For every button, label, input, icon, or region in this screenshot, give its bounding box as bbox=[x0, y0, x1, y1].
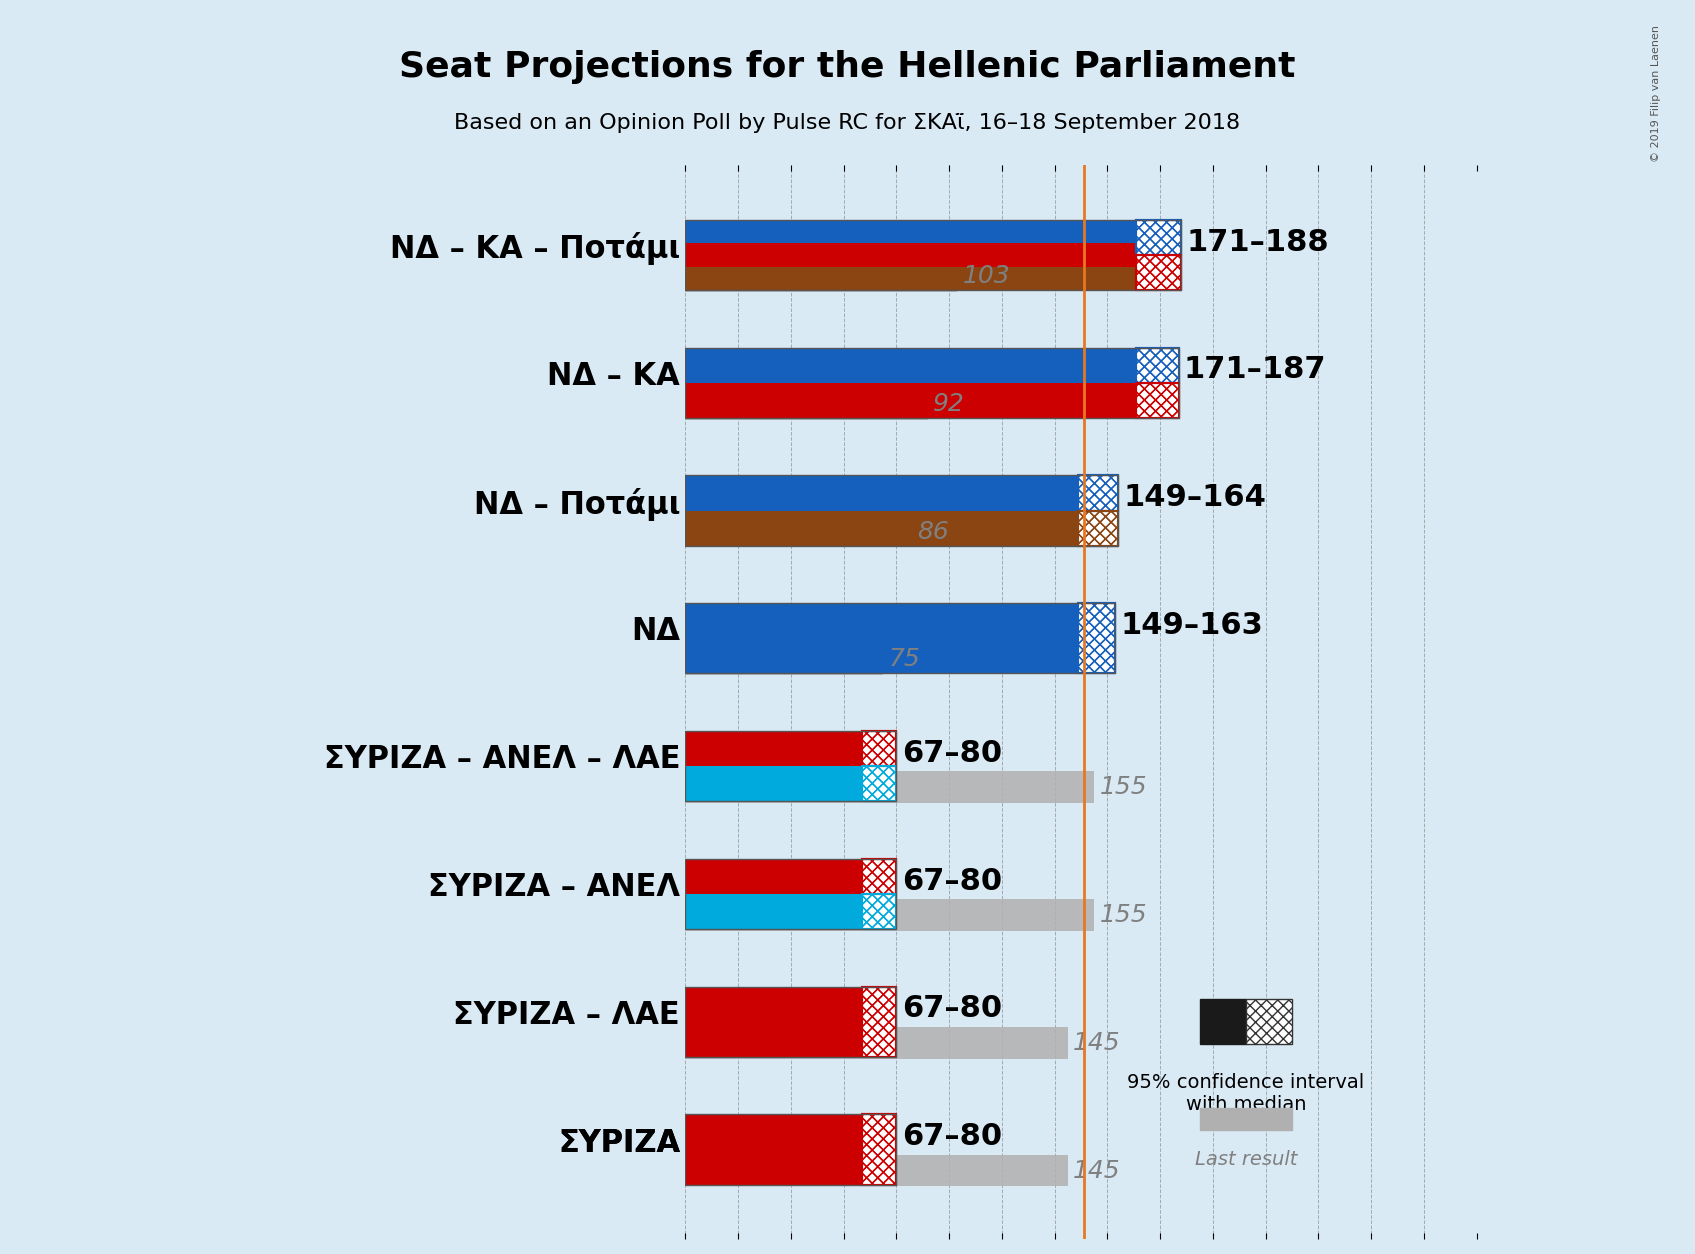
Bar bbox=[685, 382, 1136, 418]
Bar bbox=[685, 859, 897, 929]
Bar bbox=[685, 515, 912, 548]
Text: 92: 92 bbox=[934, 391, 964, 416]
Bar bbox=[863, 859, 897, 894]
Bar bbox=[1136, 255, 1181, 290]
Text: © 2019 Filip van Laenen: © 2019 Filip van Laenen bbox=[1651, 25, 1661, 162]
Text: 145: 145 bbox=[1073, 1031, 1120, 1055]
Bar bbox=[1200, 1109, 1292, 1130]
Text: ΣΥΡΙΖΑ – ΑΝΕΛ – ΛΑΕ: ΣΥΡΙΖΑ – ΑΝΕΛ – ΛΑΕ bbox=[324, 745, 680, 774]
Text: Last result: Last result bbox=[1195, 1150, 1297, 1169]
Text: 67–80: 67–80 bbox=[902, 994, 1002, 1023]
Bar bbox=[685, 894, 863, 929]
Bar bbox=[863, 859, 897, 894]
Text: ΝΔ: ΝΔ bbox=[631, 617, 680, 647]
Text: 95% confidence interval
with median: 95% confidence interval with median bbox=[1127, 1073, 1364, 1114]
Text: 75: 75 bbox=[888, 647, 920, 671]
Text: 86: 86 bbox=[917, 519, 949, 544]
Bar bbox=[685, 219, 1181, 290]
Text: ΝΔ – ΚΑ – Ποτάμι: ΝΔ – ΚΑ – Ποτάμι bbox=[390, 232, 680, 265]
Bar bbox=[685, 1027, 1068, 1058]
Bar bbox=[1200, 999, 1246, 1045]
Text: 67–80: 67–80 bbox=[902, 867, 1002, 895]
Bar bbox=[1078, 510, 1119, 545]
Text: 103: 103 bbox=[963, 265, 1010, 288]
Bar bbox=[1136, 382, 1178, 418]
Bar bbox=[1078, 603, 1115, 673]
Text: Seat Projections for the Hellenic Parliament: Seat Projections for the Hellenic Parlia… bbox=[400, 50, 1295, 84]
Text: Based on an Opinion Poll by Pulse RC for ΣΚΑϊ̈, 16–18 September 2018: Based on an Opinion Poll by Pulse RC for… bbox=[454, 113, 1241, 133]
Bar bbox=[863, 1115, 897, 1185]
Bar bbox=[685, 261, 958, 292]
Text: 171–188: 171–188 bbox=[1186, 228, 1329, 257]
Bar bbox=[685, 475, 1119, 545]
Text: ΝΔ – Ποτάμι: ΝΔ – Ποτάμι bbox=[473, 488, 680, 520]
Bar bbox=[1136, 219, 1181, 255]
Text: ΣΥΡΙΖΑ: ΣΥΡΙΖΑ bbox=[558, 1129, 680, 1157]
Bar bbox=[1136, 347, 1178, 382]
Bar bbox=[1136, 255, 1181, 290]
Bar bbox=[863, 894, 897, 929]
Bar bbox=[685, 347, 1178, 418]
Bar bbox=[1136, 219, 1181, 255]
Bar bbox=[685, 1115, 897, 1185]
Bar bbox=[1246, 999, 1292, 1045]
Bar bbox=[685, 771, 1095, 803]
Bar bbox=[685, 731, 897, 801]
Text: 171–187: 171–187 bbox=[1183, 355, 1327, 385]
Bar bbox=[1136, 382, 1178, 418]
Text: ΣΥΡΙΖΑ – ΛΑΕ: ΣΥΡΙΖΑ – ΛΑΕ bbox=[454, 1001, 680, 1030]
Bar bbox=[1136, 347, 1178, 382]
Text: 155: 155 bbox=[1100, 903, 1148, 927]
Bar bbox=[685, 475, 1078, 510]
Bar bbox=[685, 219, 1136, 243]
Bar bbox=[863, 987, 897, 1057]
Bar bbox=[685, 766, 863, 801]
Bar bbox=[685, 267, 1136, 290]
Text: 67–80: 67–80 bbox=[902, 739, 1002, 767]
Bar bbox=[863, 987, 897, 1057]
Bar bbox=[685, 510, 1078, 545]
Text: 67–80: 67–80 bbox=[902, 1122, 1002, 1151]
Bar bbox=[863, 1115, 897, 1185]
Bar bbox=[685, 243, 1136, 267]
Bar bbox=[863, 894, 897, 929]
Text: 145: 145 bbox=[1073, 1159, 1120, 1183]
Text: ΣΥΡΙΖΑ – ΑΝΕΛ: ΣΥΡΙΖΑ – ΑΝΕΛ bbox=[429, 873, 680, 902]
Text: 149–164: 149–164 bbox=[1124, 483, 1266, 513]
Bar bbox=[863, 731, 897, 766]
Text: 155: 155 bbox=[1100, 775, 1148, 799]
Text: 149–163: 149–163 bbox=[1120, 611, 1263, 640]
Bar bbox=[1078, 475, 1119, 510]
Bar bbox=[685, 347, 1136, 382]
Text: ΝΔ – ΚΑ: ΝΔ – ΚΑ bbox=[547, 362, 680, 391]
Bar bbox=[863, 766, 897, 801]
Text: ΣΥΡΙΖΑ: ΣΥΡΙΖΑ bbox=[558, 1129, 680, 1157]
Bar bbox=[685, 1115, 863, 1185]
Bar bbox=[1078, 603, 1115, 673]
Bar bbox=[685, 731, 863, 766]
Bar bbox=[685, 1155, 1068, 1186]
Bar bbox=[863, 731, 897, 766]
Bar bbox=[685, 859, 863, 894]
Bar bbox=[685, 987, 863, 1057]
Bar bbox=[685, 643, 883, 675]
Bar bbox=[1078, 510, 1119, 545]
Bar bbox=[685, 987, 897, 1057]
Bar bbox=[685, 387, 927, 420]
Bar bbox=[863, 766, 897, 801]
Bar bbox=[685, 899, 1095, 930]
Bar bbox=[685, 603, 1115, 673]
Bar bbox=[685, 603, 1078, 673]
Bar bbox=[1078, 475, 1119, 510]
